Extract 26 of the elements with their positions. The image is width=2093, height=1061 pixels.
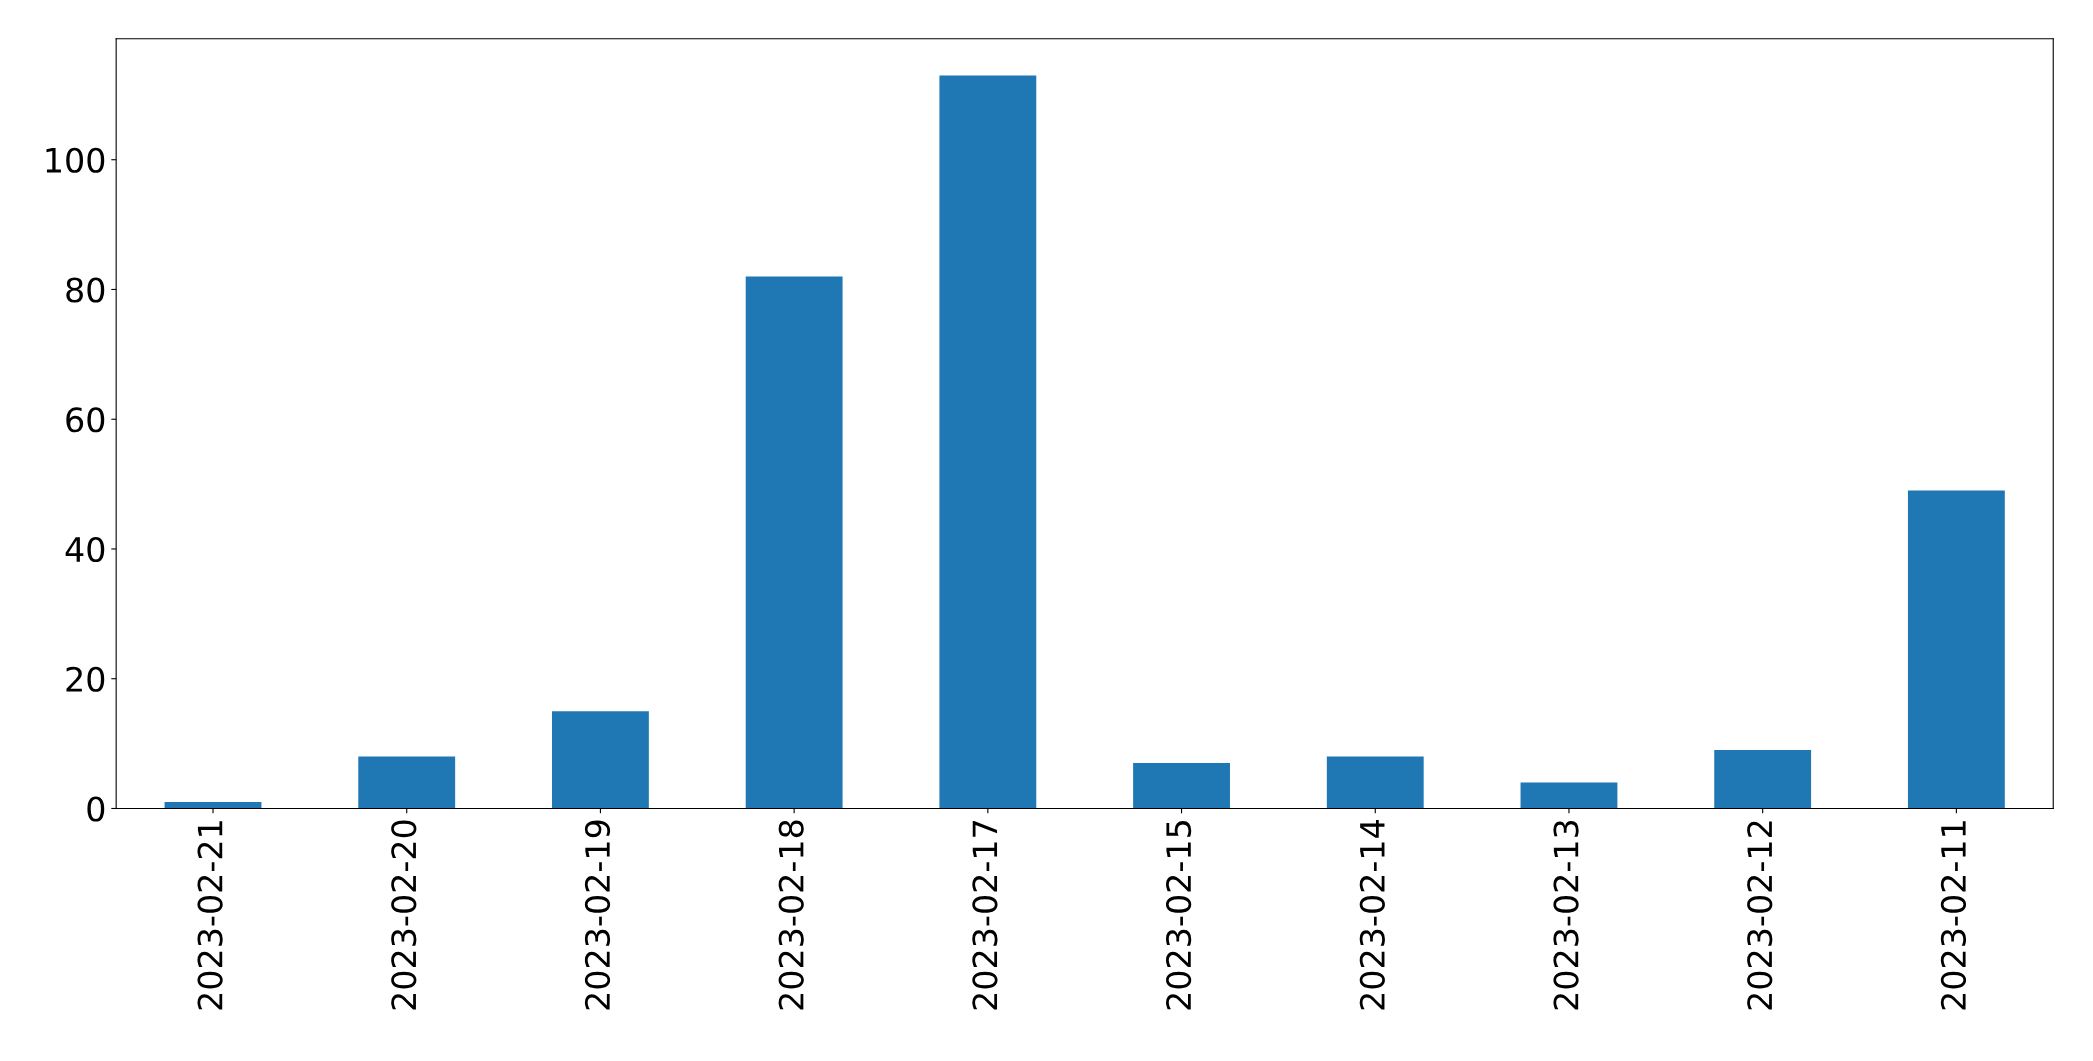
bar	[164, 801, 262, 809]
bar	[939, 75, 1037, 809]
y-tick-label: 20	[66, 666, 105, 692]
bar	[745, 276, 843, 809]
x-tick-label: 2023-02-12	[1747, 821, 1773, 1010]
x-tick-label: 2023-02-20	[391, 820, 417, 1010]
x-tick-label: 2023-02-14	[1359, 820, 1385, 1010]
y-tick-label: 40	[65, 536, 105, 563]
x-tick-label: 2023-02-13	[1553, 820, 1579, 1010]
y-tick-label: 60	[66, 407, 105, 433]
x-tick-label: 2023-02-17	[972, 821, 998, 1010]
y-tick-label: 0	[87, 796, 105, 822]
bar	[1520, 782, 1618, 809]
x-tick-label: 2023-02-19	[584, 820, 611, 1010]
y-tick-label: 100	[46, 147, 105, 173]
x-tick-label: 2023-02-21	[197, 821, 223, 1010]
bar	[358, 756, 456, 809]
bar	[552, 711, 649, 809]
bar	[1326, 756, 1424, 809]
bar	[1907, 490, 2005, 809]
x-tick-label: 2023-02-15	[1166, 821, 1192, 1010]
x-tick-label: 2023-02-11	[1940, 821, 1967, 1010]
bar	[1133, 763, 1230, 809]
y-tick-label: 80	[66, 277, 105, 303]
bar	[1714, 750, 1812, 809]
x-tick-label: 2023-02-18	[778, 820, 804, 1010]
